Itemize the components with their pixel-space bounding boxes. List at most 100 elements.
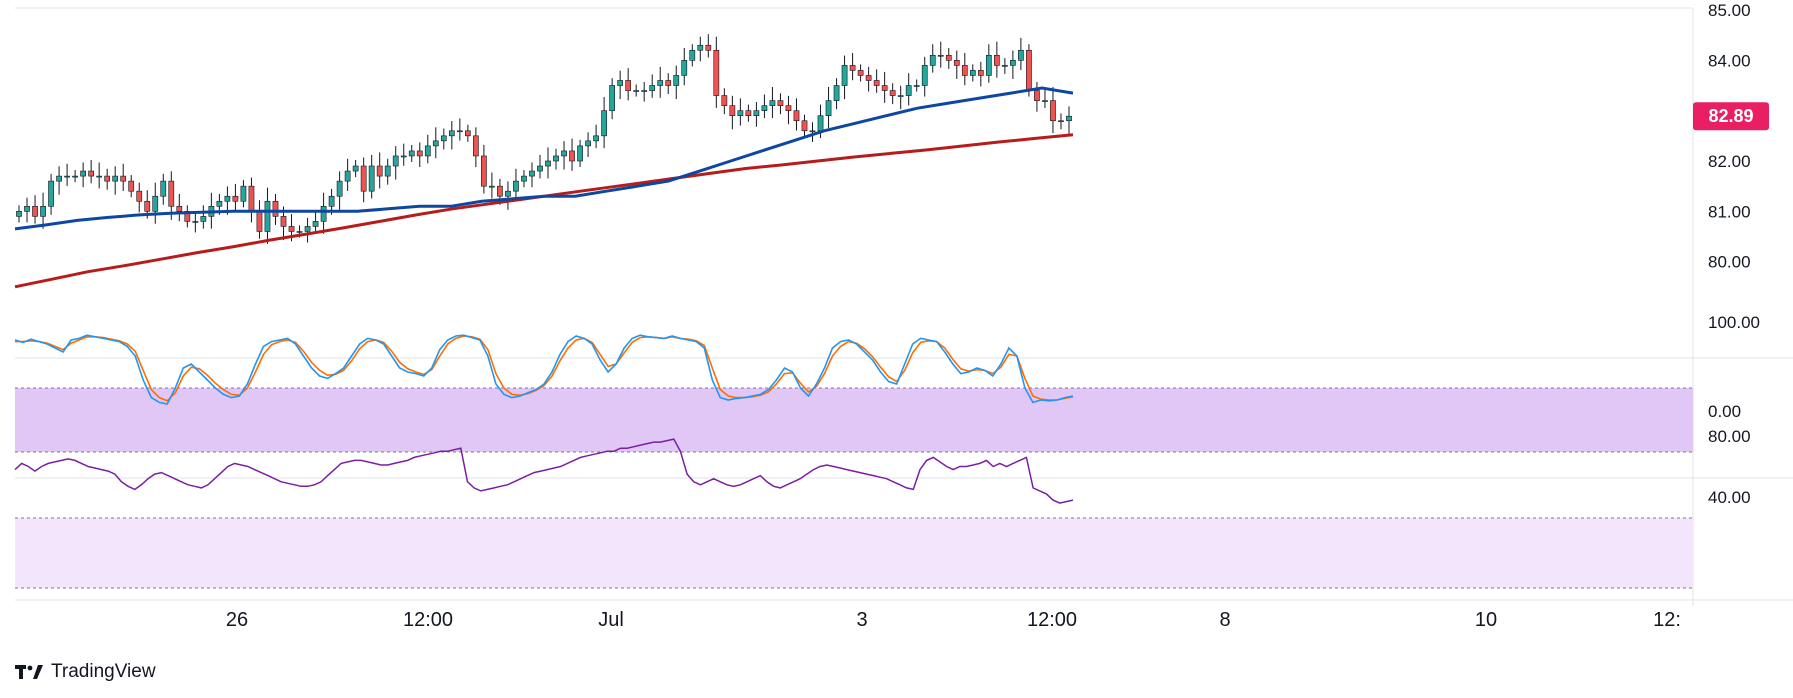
rsi-axis[interactable]: 80.00 40.00 (1708, 427, 1751, 507)
candle-body (200, 216, 207, 222)
price-tick-label: 81.00 (1708, 202, 1751, 221)
candle-body (889, 90, 896, 96)
candle-body (160, 180, 167, 197)
candle-body (793, 110, 800, 122)
candle-body (328, 195, 335, 207)
candle-body (432, 140, 439, 147)
candle-body (112, 175, 119, 182)
candle-body (304, 226, 311, 232)
candle-body (368, 165, 375, 192)
candle-body (392, 155, 399, 167)
time-tick-label: 8 (1219, 609, 1230, 631)
stochastic-axis[interactable]: 100.00 0.00 (1708, 313, 1760, 421)
candle-body (80, 170, 86, 177)
candle-body (248, 185, 255, 212)
candle-body (625, 80, 632, 91)
brand[interactable]: TradingView (15, 659, 156, 685)
candle-body (408, 150, 415, 157)
candle-body (569, 150, 575, 162)
candle-body (617, 80, 624, 86)
candle-body (865, 75, 872, 81)
candle-body (553, 155, 559, 162)
candle-body (424, 145, 431, 157)
time-tick-label: 12:00 (403, 609, 453, 631)
last-price-value: 82.89 (1708, 106, 1753, 126)
candle-body (32, 206, 38, 217)
stochastic-k-line (14, 334, 1074, 405)
candle-body (240, 185, 247, 202)
candle-body (384, 165, 391, 177)
candle-body (785, 105, 792, 111)
candle-body (649, 85, 656, 91)
candle-body (320, 206, 327, 222)
candle-body (296, 231, 303, 233)
candle-body (897, 95, 904, 97)
candle-body (745, 110, 752, 116)
candle-body (56, 175, 62, 182)
candle-body (256, 211, 263, 232)
candle-body (489, 185, 495, 188)
candle-body (376, 165, 383, 177)
candle-body (513, 180, 519, 192)
candle-body (545, 160, 551, 167)
candle-body (1026, 49, 1032, 91)
candle-body (505, 190, 511, 197)
candle-body (448, 130, 455, 137)
time-tick-label: 3 (856, 609, 867, 631)
candle-body (1050, 100, 1056, 122)
candle-body (609, 85, 615, 111)
candle-body (537, 165, 543, 172)
candle-body (561, 150, 567, 157)
candle-body (849, 65, 856, 71)
time-axis[interactable]: 26 12:00 Jul 3 12:00 8 10 12: (226, 609, 1681, 631)
candle-body (1010, 60, 1016, 66)
candle-body (360, 165, 367, 192)
price-pane[interactable] (15, 8, 1693, 360)
candle-body (416, 150, 423, 157)
candle-body (1058, 120, 1064, 123)
candle-body (817, 115, 824, 132)
candle-body (689, 49, 696, 61)
candle-body (657, 80, 664, 86)
candle-body (673, 75, 680, 86)
candle-body (400, 155, 407, 158)
candle-body (456, 130, 463, 133)
time-tick-label: 10 (1475, 609, 1497, 631)
candle-body (585, 140, 591, 147)
candle-body (825, 100, 832, 116)
candle-body (104, 175, 111, 182)
candle-body (473, 135, 479, 157)
candle-body (641, 90, 648, 92)
candle-body (440, 135, 447, 142)
time-tick-label: 26 (226, 609, 248, 631)
candle-body (993, 54, 1000, 66)
candle-body (945, 54, 952, 61)
candle-body (96, 175, 103, 178)
candle-body (1002, 65, 1008, 67)
stochastic-d-line (15, 335, 1074, 402)
candle-body (977, 70, 984, 76)
candle-body (272, 200, 279, 217)
candle-body (344, 170, 351, 182)
candle-body (216, 200, 223, 207)
tradingview-logo-icon (15, 665, 43, 679)
brand-name: TradingView (51, 661, 156, 682)
rsi-band (15, 518, 1693, 588)
candle-body (16, 211, 22, 217)
candle-body (497, 185, 503, 197)
candle-body (72, 175, 78, 178)
candle-body (985, 54, 992, 76)
time-tick-label: 12:00 (1027, 609, 1077, 631)
candle-body (753, 110, 760, 116)
candle-body (192, 221, 199, 223)
price-tick-label: 85.00 (1708, 1, 1751, 20)
candle-body (697, 44, 704, 51)
candle-body (152, 195, 159, 212)
candle-body (1034, 90, 1040, 101)
candle-body (681, 60, 688, 76)
candle-body (168, 180, 175, 207)
candle-body (577, 145, 583, 162)
candle-body (176, 206, 183, 212)
